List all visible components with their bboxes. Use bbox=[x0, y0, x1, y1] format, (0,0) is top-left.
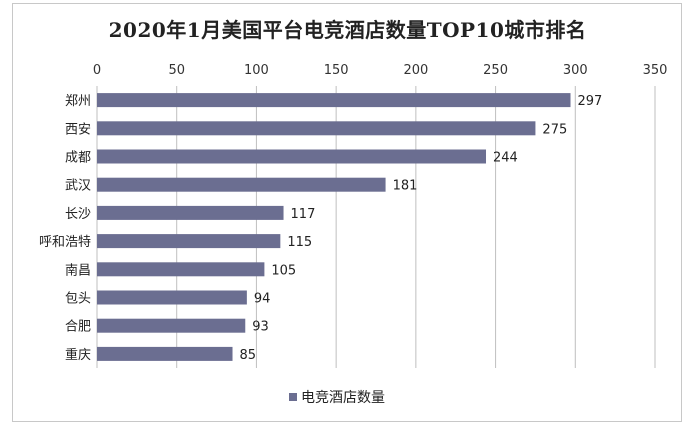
x-axis-ticks: 0 50 100 150 200 250 300 350 bbox=[93, 63, 668, 78]
data-label: 181 bbox=[393, 179, 418, 194]
category-label: 重庆 bbox=[65, 347, 91, 363]
legend-label: 电竞酒店数量 bbox=[301, 389, 385, 406]
bar bbox=[97, 262, 265, 277]
category-label: 成都 bbox=[65, 151, 91, 166]
x-tick-label: 100 bbox=[244, 63, 269, 78]
x-tick-label: 250 bbox=[483, 63, 508, 78]
x-tick-label: 150 bbox=[324, 63, 349, 78]
x-tick-label: 50 bbox=[168, 63, 185, 78]
category-label: 包头 bbox=[65, 292, 91, 307]
chart-title: 2020年1月美国平台电竞酒店数量TOP10城市排名 bbox=[108, 18, 587, 42]
bar bbox=[97, 290, 247, 305]
bar bbox=[97, 177, 386, 192]
category-label: 南昌 bbox=[65, 262, 91, 278]
category-label: 郑州 bbox=[65, 94, 91, 109]
bar bbox=[97, 121, 536, 136]
bar bbox=[97, 93, 571, 108]
data-label: 85 bbox=[240, 348, 257, 363]
x-tick-label: 300 bbox=[563, 63, 588, 78]
bars bbox=[97, 93, 571, 361]
bar bbox=[97, 205, 284, 220]
category-label: 西安 bbox=[65, 122, 91, 137]
bar bbox=[97, 318, 246, 333]
legend-swatch bbox=[289, 393, 297, 401]
legend: 电竞酒店数量 bbox=[289, 389, 385, 406]
x-tick-label: 350 bbox=[643, 63, 668, 78]
data-label: 117 bbox=[291, 207, 316, 222]
data-label: 94 bbox=[254, 292, 271, 307]
data-label: 275 bbox=[542, 122, 567, 137]
bar bbox=[97, 346, 233, 361]
category-label: 长沙 bbox=[65, 207, 91, 222]
x-tick-label: 0 bbox=[93, 63, 101, 78]
x-tick-label: 200 bbox=[403, 63, 428, 78]
data-label: 244 bbox=[493, 151, 518, 166]
data-label: 93 bbox=[252, 320, 269, 335]
data-label: 115 bbox=[287, 235, 312, 250]
data-label: 105 bbox=[271, 263, 296, 278]
category-label: 合肥 bbox=[65, 320, 91, 335]
category-label: 武汉 bbox=[65, 179, 91, 194]
bar bbox=[97, 234, 281, 249]
data-label: 297 bbox=[578, 94, 603, 109]
bar bbox=[97, 149, 487, 164]
category-label: 呼和浩特 bbox=[39, 235, 91, 250]
